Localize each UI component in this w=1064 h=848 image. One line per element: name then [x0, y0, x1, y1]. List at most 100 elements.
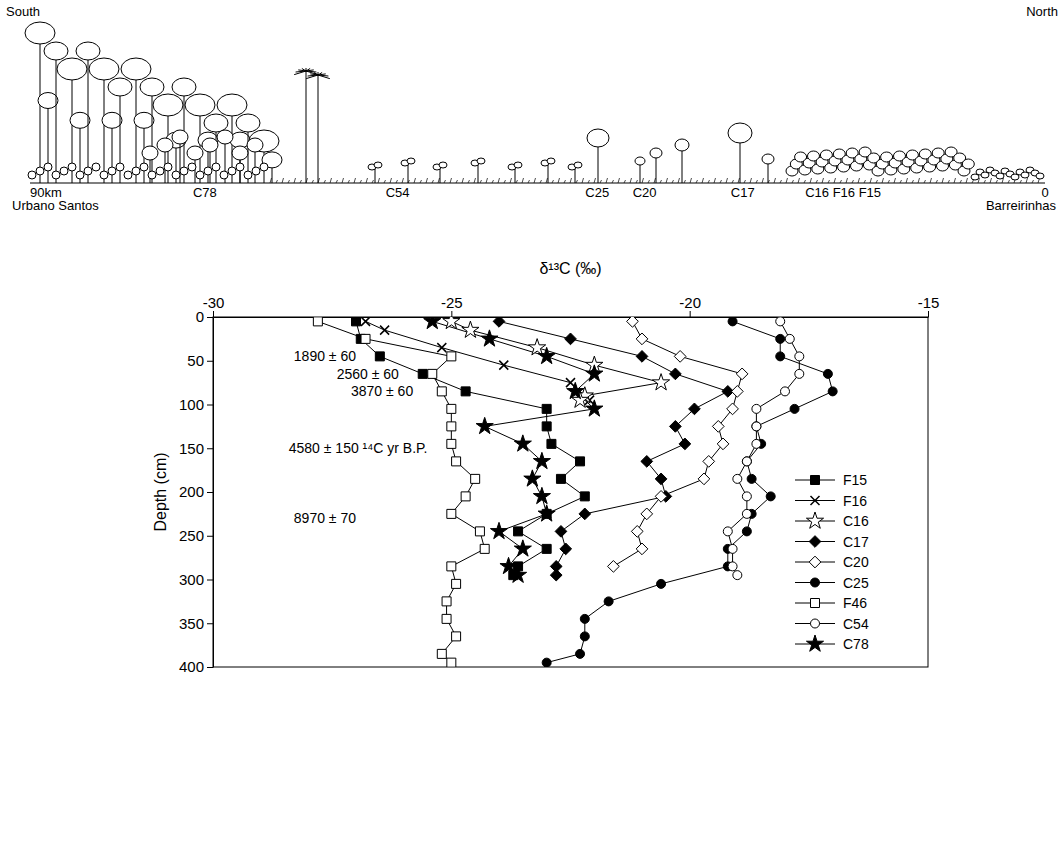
y-tick: 400	[179, 658, 213, 675]
grass	[294, 178, 296, 183]
y-tick: 100	[179, 396, 213, 413]
y-tick-mark	[207, 405, 213, 406]
palm-frond	[294, 71, 306, 75]
data-point	[733, 571, 742, 580]
y-tick-mark	[207, 317, 213, 318]
data-point	[442, 614, 451, 623]
data-point	[776, 317, 785, 326]
palm-frond	[318, 75, 330, 79]
data-point	[542, 658, 551, 667]
grass	[438, 178, 440, 183]
tree-crown	[108, 78, 132, 96]
data-point	[452, 457, 461, 466]
data-point	[736, 368, 748, 380]
data-point	[795, 369, 804, 378]
grass	[606, 178, 608, 183]
data-point	[742, 509, 751, 518]
date-annotation: 2560 ± 60	[337, 366, 399, 382]
grass	[642, 178, 644, 183]
grass	[366, 178, 368, 183]
tree-crown	[70, 112, 90, 128]
tree-crown	[157, 138, 173, 152]
legend-label: C25	[843, 575, 869, 591]
data-point	[509, 566, 526, 582]
data-point	[698, 473, 710, 485]
tree-trunk	[375, 169, 376, 183]
grass	[462, 178, 464, 183]
grass	[690, 178, 692, 183]
legend-marker	[811, 476, 820, 485]
grass	[834, 178, 836, 183]
series-line	[547, 321, 833, 662]
y-tick-label: 100	[179, 396, 204, 413]
tree-crown	[574, 162, 582, 168]
tree-crown	[202, 138, 218, 152]
data-point	[375, 352, 384, 361]
grass	[450, 178, 452, 183]
data-point	[447, 352, 456, 361]
site-label: C54	[386, 185, 410, 200]
data-point	[785, 334, 794, 343]
tree-crown	[84, 167, 92, 175]
data-point	[752, 422, 761, 431]
data-point	[670, 368, 682, 380]
tree-crown	[252, 167, 260, 175]
tree-crown	[172, 78, 196, 96]
grass	[558, 178, 560, 183]
tree-crown	[89, 58, 119, 80]
y-tick: 150	[179, 440, 213, 457]
y-tick-label: 0	[196, 308, 204, 325]
palm-frond	[306, 71, 318, 75]
data-point	[514, 435, 531, 451]
legend-label: C20	[843, 554, 869, 570]
palm-frond	[314, 72, 318, 75]
legend-item: C17	[795, 534, 869, 550]
data-point	[727, 403, 739, 415]
y-tick-label: 200	[179, 483, 204, 500]
data-point	[447, 422, 456, 431]
series-line	[499, 321, 728, 575]
tree-trunk	[306, 71, 307, 183]
grass	[498, 178, 500, 183]
grass	[930, 178, 932, 183]
y-tick-mark	[207, 623, 213, 624]
grass	[342, 178, 344, 183]
tree-crown	[140, 78, 164, 96]
data-point	[576, 649, 585, 658]
data-point	[679, 438, 691, 450]
data-point	[424, 317, 441, 329]
data-point	[631, 526, 643, 538]
tree-trunk	[575, 169, 576, 183]
legend-marker	[811, 599, 820, 608]
y-tick-mark	[207, 492, 213, 493]
grass	[630, 178, 632, 183]
data-point	[636, 543, 648, 555]
x-tick-mark	[213, 311, 214, 317]
data-point	[641, 508, 653, 520]
grass	[378, 178, 380, 183]
tree-trunk	[640, 163, 641, 183]
data-point	[636, 333, 648, 345]
data-point	[766, 492, 775, 501]
y-tick-label: 50	[187, 352, 204, 369]
grass	[762, 178, 764, 183]
data-point	[586, 365, 603, 381]
grass	[714, 178, 716, 183]
data-point	[547, 439, 556, 448]
y-tick: 350	[179, 615, 213, 632]
data-point	[380, 326, 389, 335]
tree-trunk	[548, 165, 549, 183]
tree-crown	[116, 163, 124, 171]
x-tick-mark	[451, 311, 452, 317]
data-point	[500, 557, 517, 573]
tree-trunk	[216, 128, 217, 183]
data-point	[728, 562, 737, 571]
tree-crown	[196, 171, 204, 179]
grass	[774, 178, 776, 183]
y-tick-mark	[207, 580, 213, 581]
tree-crown	[260, 163, 268, 171]
data-point	[461, 492, 470, 501]
grass	[906, 178, 908, 183]
grass	[486, 178, 488, 183]
tree-crown	[153, 94, 183, 116]
